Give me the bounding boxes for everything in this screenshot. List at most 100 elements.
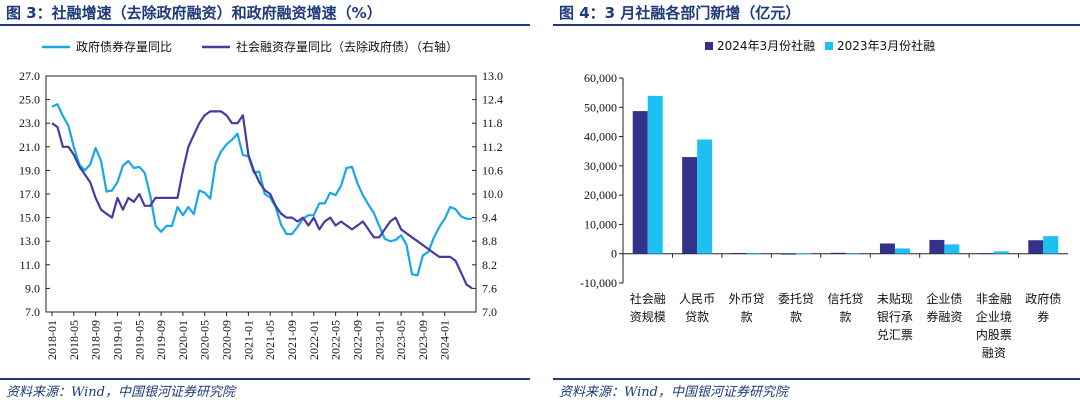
legend-label-series-1: 政府债券存量同比	[76, 39, 172, 54]
x-category-label: 社会融	[630, 291, 666, 306]
x-category-label: 人民币	[679, 292, 715, 306]
bar-2023-9	[1043, 236, 1059, 254]
legend-swatch-2023	[825, 42, 833, 50]
x-tick-label: 2018-01	[45, 320, 59, 360]
y-left-tick-label: 27.0	[19, 69, 40, 83]
y-left-tick-label: 19.0	[19, 163, 40, 177]
bar-2023-3	[746, 253, 762, 255]
y-tick-label: 0	[611, 247, 617, 261]
x-category-label: 内股票	[976, 328, 1012, 342]
y-left-tick-label: 15.0	[19, 211, 40, 225]
figure-4-title: 图 4：3 月社融各部门新增（亿元）	[559, 4, 801, 22]
bar-2024-1	[632, 111, 648, 254]
legend-label-2024: 2024年3月份社融	[717, 38, 815, 53]
y-right-tick-label: 9.4	[482, 211, 497, 225]
x-tick-label: 2020-01	[176, 320, 190, 360]
x-category-label: 未贴现	[877, 292, 913, 306]
y-right-tick-label: 8.8	[482, 234, 497, 248]
x-category-label: 非金融	[976, 291, 1012, 306]
y-tick-label: 50,000	[584, 100, 617, 114]
legend-label-series-2: 社会融资存量同比（去除政府债）（右轴）	[236, 39, 458, 54]
x-tick-label: 2022-05	[329, 320, 343, 360]
legend-swatch-2024	[705, 42, 713, 50]
figure-4-panel: 图 4：3 月社融各部门新增（亿元） 2024年3月份社融 2023年3月份社融 6…	[553, 0, 1080, 400]
y-left-tick-label: 17.0	[19, 187, 40, 201]
y-right-tick-label: 7.6	[482, 281, 497, 295]
y-left-tick-label: 21.0	[19, 140, 40, 154]
x-category-label: 企业债	[926, 291, 962, 306]
x-category-label: 券	[1037, 309, 1049, 324]
series-line-2	[51, 110, 473, 290]
y-left-tick-label: 23.0	[19, 116, 40, 130]
x-category-label: 资规模	[630, 309, 666, 324]
y-right-tick-label: 8.2	[482, 258, 497, 272]
x-tick-label: 2021-01	[241, 320, 255, 360]
x-tick-label: 2020-09	[220, 320, 234, 360]
x-category-label: 贷款	[685, 310, 709, 324]
figure-3-panel: 图 3：社融增速（去除政府融资）和政府融资增速（%） 政府债券存量同比 社会融资存…	[0, 0, 530, 400]
bar-2023-4	[796, 253, 812, 255]
y-left-tick-label: 7.0	[25, 305, 40, 319]
x-category-label: 券融资	[926, 309, 962, 324]
bar-2023-5	[845, 253, 861, 255]
bar-2024-8	[978, 253, 994, 254]
y-right-tick-label: 7.0	[482, 305, 497, 319]
x-tick-label: 2024-01	[438, 320, 452, 360]
figure-3-title: 图 3：社融增速（去除政府融资）和政府融资增速（%）	[6, 4, 382, 22]
y-right-tick-label: 10.0	[482, 187, 503, 201]
x-tick-label: 2019-05	[132, 320, 146, 360]
x-category-label: 款	[790, 310, 802, 324]
y-right-tick-label: 13.0	[482, 69, 503, 83]
bar-2023-8	[993, 251, 1009, 254]
y-left-tick-label: 25.0	[19, 93, 40, 107]
legend-label-2023: 2023年3月份社融	[837, 38, 935, 53]
series-line-1	[51, 103, 472, 277]
x-tick-label: 2019-01	[110, 320, 124, 360]
figure-4-top-rule	[553, 24, 1080, 26]
bar-2024-4	[781, 253, 797, 255]
x-category-label: 融资	[982, 346, 1006, 360]
x-tick-label: 2023-09	[416, 320, 430, 360]
x-category-label: 款	[839, 310, 851, 324]
x-tick-label: 2021-05	[263, 320, 277, 360]
y-left-tick-label: 11.0	[19, 258, 40, 272]
x-tick-label: 2022-09	[350, 320, 364, 360]
y-tick-label: 20,000	[584, 188, 617, 202]
bar-2023-1	[647, 95, 663, 254]
figure-3-line-chart: 政府债券存量同比 社会融资存量同比（去除政府债）（右轴） 27.0 25.0 23.0 2…	[19, 39, 503, 360]
y-tick-label: -10,000	[580, 276, 617, 290]
x-tick-label: 2019-09	[154, 320, 168, 360]
y-left-tick-label: 13.0	[19, 234, 40, 248]
bar-2024-3	[731, 252, 747, 254]
x-tick-label: 2023-01	[372, 320, 386, 360]
bar-2024-5	[830, 252, 846, 254]
x-category-label: 政府债	[1025, 291, 1061, 306]
x-tick-label: 2020-05	[198, 320, 212, 360]
y-right-tick-label: 11.2	[482, 140, 503, 154]
x-tick-label: 2018-05	[67, 320, 81, 360]
x-tick-label: 2023-05	[394, 320, 408, 360]
y-right-tick-label: 11.8	[482, 116, 503, 130]
x-tick-label: 2018-09	[89, 320, 103, 360]
bar-2024-2	[682, 157, 698, 254]
x-category-label: 款	[741, 310, 753, 324]
x-category-label: 外币贷	[729, 292, 765, 306]
figure-4-source: 资料来源：Wind，中国银河证券研究院	[559, 385, 788, 400]
x-category-label: 企业境	[976, 309, 1012, 324]
bar-2023-6	[894, 248, 910, 254]
y-right-tick-label: 12.4	[482, 93, 503, 107]
figure-3-bottom-rule	[0, 378, 530, 380]
y-tick-label: 30,000	[584, 159, 617, 173]
figure-3-top-rule	[0, 24, 530, 26]
y-left-tick-label: 9.0	[25, 281, 40, 295]
bar-2023-2	[697, 139, 713, 254]
figure-4-bar-chart: 2024年3月份社融 2023年3月份社融 60,000 50,000 40,000 30…	[580, 38, 1068, 360]
bar-2024-6	[879, 243, 895, 254]
bar-2023-7	[944, 244, 960, 254]
figure-4-bottom-rule	[553, 378, 1080, 380]
y-right-tick-label: 10.6	[482, 163, 503, 177]
x-category-label: 兑汇票	[877, 328, 913, 342]
bar-2024-9	[1028, 240, 1044, 254]
x-tick-label: 2022-01	[307, 320, 321, 360]
x-category-label: 银行承	[877, 310, 913, 324]
